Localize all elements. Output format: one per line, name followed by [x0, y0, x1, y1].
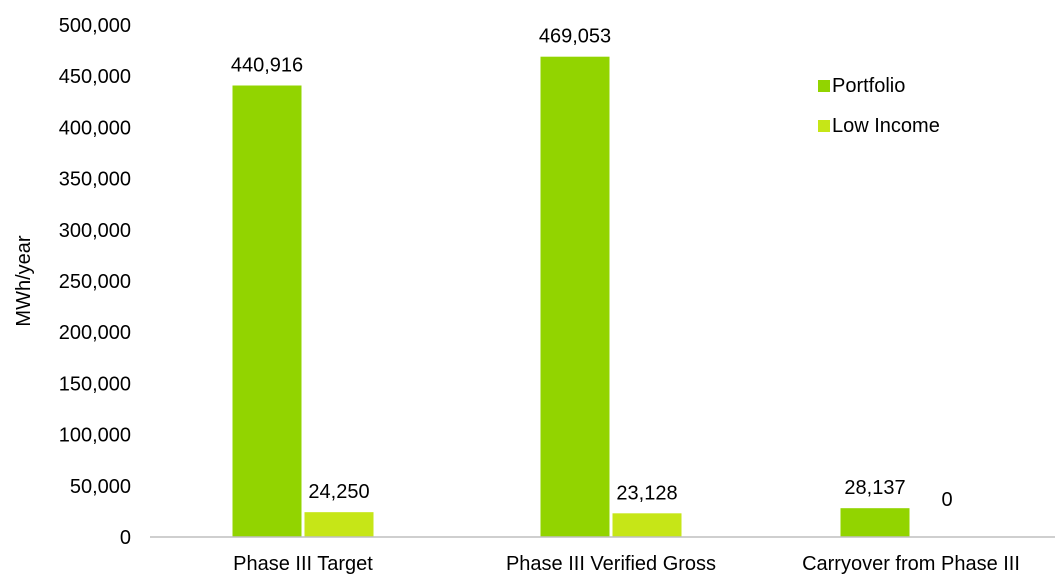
- data-label: 469,053: [539, 26, 611, 48]
- data-label: 23,128: [616, 482, 677, 504]
- y-axis-label: MWh/year: [13, 235, 35, 326]
- y-tick-label: 50,000: [70, 476, 131, 498]
- y-tick-label: 350,000: [59, 169, 131, 191]
- y-tick-label: 200,000: [59, 322, 131, 344]
- legend: Portfolio Low Income: [818, 75, 940, 137]
- legend-label: Low Income: [832, 115, 940, 137]
- data-label: 440,916: [231, 55, 303, 77]
- bars: [232, 56, 910, 537]
- y-tick-label: 150,000: [59, 373, 131, 395]
- data-labels: 440,916 469,053 28,137 24,250 23,128 0: [231, 26, 953, 511]
- y-tick-label: 100,000: [59, 425, 131, 447]
- x-axis-ticks: Phase III Target Phase III Verified Gross…: [233, 553, 1020, 575]
- bar-portfolio: [840, 508, 910, 537]
- bar-low-income: [612, 513, 682, 537]
- bar-low-income: [304, 512, 374, 537]
- y-tick-label: 450,000: [59, 66, 131, 88]
- y-axis-ticks: 0 50,000 100,000 150,000 200,000 250,000 300,0…: [59, 15, 131, 549]
- legend-swatch: [818, 120, 830, 132]
- legend-label: Portfolio: [832, 75, 905, 97]
- data-label: 24,250: [308, 481, 369, 503]
- x-tick-label: Phase III Target: [233, 553, 373, 575]
- bar-portfolio: [232, 85, 302, 537]
- legend-swatch: [818, 80, 830, 92]
- data-label: 28,137: [844, 477, 905, 499]
- y-tick-label: 0: [120, 527, 131, 549]
- y-tick-label: 300,000: [59, 220, 131, 242]
- y-tick-label: 500,000: [59, 15, 131, 37]
- y-tick-label: 400,000: [59, 117, 131, 139]
- y-tick-label: 250,000: [59, 271, 131, 293]
- x-tick-label: Phase III Verified Gross: [506, 553, 716, 575]
- data-label: 0: [941, 489, 952, 511]
- x-tick-label: Carryover from Phase III: [802, 553, 1020, 575]
- bar-portfolio: [540, 56, 610, 537]
